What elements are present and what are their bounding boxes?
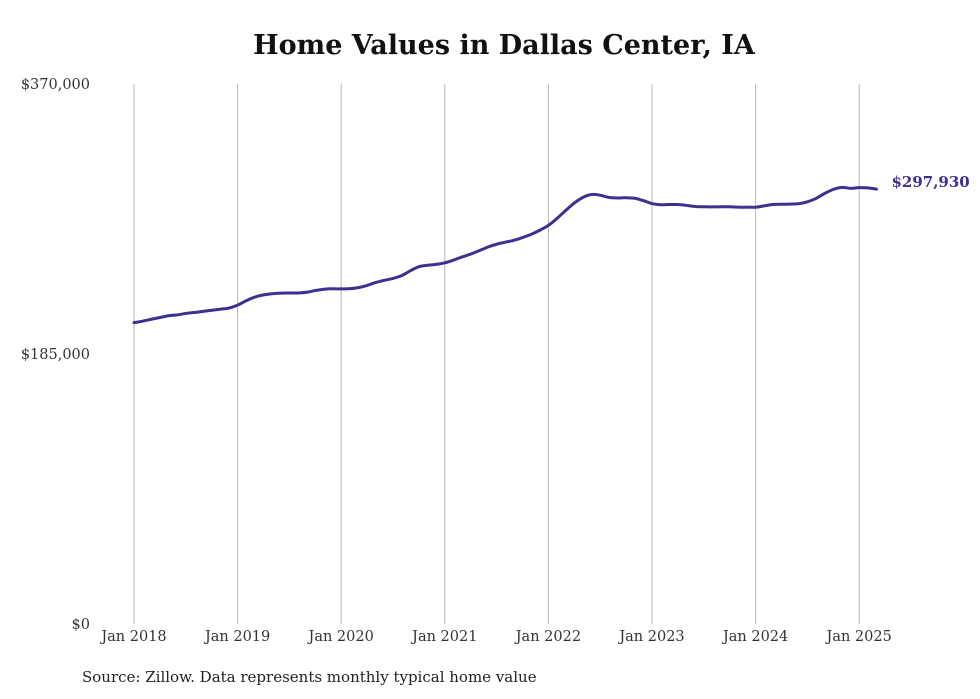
series-line [132,185,878,325]
x-tick-label: Jan 2019 [203,629,270,645]
y-tick-label: $0 [72,617,90,633]
end-value-label: $297,930 [891,173,969,191]
x-tick-label: Jan 2020 [307,629,374,645]
x-tick-label: Jan 2021 [410,629,477,645]
y-tick-label: $370,000 [21,77,90,93]
chart-title: Home Values in Dallas Center, IA [253,30,755,61]
x-tick-label: Jan 2018 [99,629,166,645]
x-tick-label: Jan 2023 [617,629,684,645]
x-tick-label: Jan 2025 [825,629,892,645]
vertical-gridlines [133,84,860,624]
y-tick-label: $185,000 [21,347,90,363]
y-axis: $0 $185,000 $370,000 [21,77,90,633]
source-note: Source: Zillow. Data represents monthly … [82,668,537,686]
x-tick-label: Jan 2022 [514,629,581,645]
x-tick-label: Jan 2024 [721,629,788,645]
series-layer: $297,930 [132,173,970,325]
x-axis: Jan 2018 Jan 2019 Jan 2020 Jan 2021 Jan 2022… [99,629,892,645]
